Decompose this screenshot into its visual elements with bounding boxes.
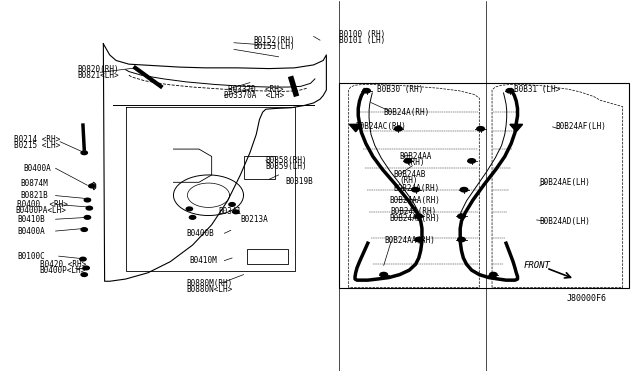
Bar <box>339 83 629 288</box>
Text: B0400B: B0400B <box>186 229 214 238</box>
Text: B0B24AE(LH): B0B24AE(LH) <box>540 178 591 187</box>
Text: B0400PA<LH>: B0400PA<LH> <box>15 206 67 215</box>
Polygon shape <box>415 214 422 218</box>
Text: B03370A  <LH>: B03370A <LH> <box>225 91 285 100</box>
Text: B0B24AA(RH): B0B24AA(RH) <box>390 196 440 205</box>
Polygon shape <box>490 272 497 277</box>
Polygon shape <box>380 272 388 277</box>
Text: B0319B: B0319B <box>285 177 313 186</box>
Polygon shape <box>506 89 514 93</box>
Text: B0410B: B0410B <box>17 215 45 224</box>
Text: B0821B: B0821B <box>20 191 48 200</box>
Text: B0100 (RH): B0100 (RH) <box>339 30 385 39</box>
Text: (RH): (RH) <box>406 158 424 167</box>
Text: B0880N<LH>: B0880N<LH> <box>186 285 232 294</box>
Polygon shape <box>415 237 422 242</box>
Polygon shape <box>86 206 93 210</box>
Polygon shape <box>89 184 95 188</box>
Polygon shape <box>412 187 419 192</box>
Polygon shape <box>81 151 88 155</box>
Text: B0B24AF(LH): B0B24AF(LH) <box>556 122 607 131</box>
Text: B0B24A(RH): B0B24A(RH) <box>384 108 430 117</box>
Polygon shape <box>458 214 465 218</box>
Text: B0337D  <RH>: B0337D <RH> <box>228 85 283 94</box>
Polygon shape <box>84 198 91 202</box>
Text: B0400P<LH>: B0400P<LH> <box>40 266 86 275</box>
Text: B0880M(RH): B0880M(RH) <box>186 279 232 288</box>
Polygon shape <box>83 266 90 270</box>
Text: B0B24AB: B0B24AB <box>394 170 426 179</box>
Text: B0410M: B0410M <box>189 256 217 265</box>
Text: B0821<LH>: B0821<LH> <box>78 71 120 80</box>
Text: B0152(RH): B0152(RH) <box>253 36 294 45</box>
Text: B0B24A(RH): B0B24A(RH) <box>391 206 437 216</box>
Text: B0B24AA: B0B24AA <box>399 152 432 161</box>
Polygon shape <box>477 126 484 131</box>
Text: B0420 <RH>: B0420 <RH> <box>40 260 86 269</box>
Text: B0100C: B0100C <box>17 252 45 262</box>
Polygon shape <box>80 257 86 261</box>
Text: B0B24AC(RH): B0B24AC(RH) <box>355 122 406 131</box>
Text: B0820(RH): B0820(RH) <box>78 65 120 74</box>
Bar <box>246 249 288 263</box>
Polygon shape <box>349 124 362 132</box>
Polygon shape <box>395 126 402 131</box>
Text: B0874M: B0874M <box>20 179 48 188</box>
Polygon shape <box>510 124 523 132</box>
Text: B0B24AA(RH): B0B24AA(RH) <box>385 236 435 245</box>
Text: B0341: B0341 <box>218 207 241 217</box>
Text: B0B24AB(RH): B0B24AB(RH) <box>390 214 440 223</box>
Bar <box>244 157 275 179</box>
Text: B0B30 (RH): B0B30 (RH) <box>378 85 424 94</box>
Polygon shape <box>186 207 193 211</box>
Text: B0215 <LH>: B0215 <LH> <box>14 141 60 150</box>
Text: FRONT: FRONT <box>524 261 551 270</box>
Text: B0400A: B0400A <box>17 227 45 235</box>
Text: B0858(RH): B0858(RH) <box>266 155 307 165</box>
Text: B0400  <RH>: B0400 <RH> <box>17 200 68 209</box>
Polygon shape <box>233 210 239 214</box>
Polygon shape <box>460 187 468 192</box>
Text: B0153(LH): B0153(LH) <box>253 42 294 51</box>
Text: (RH): (RH) <box>399 176 418 185</box>
Polygon shape <box>468 159 476 163</box>
Polygon shape <box>458 237 465 242</box>
Polygon shape <box>189 215 196 219</box>
Text: J80000F6: J80000F6 <box>567 294 607 303</box>
Text: B0101 (LH): B0101 (LH) <box>339 36 385 45</box>
Polygon shape <box>84 215 91 219</box>
Polygon shape <box>229 203 236 206</box>
Text: B0B24A(RH): B0B24A(RH) <box>394 185 440 193</box>
Polygon shape <box>81 228 88 231</box>
Polygon shape <box>81 273 88 276</box>
Text: B0214 <RH>: B0214 <RH> <box>14 135 60 144</box>
Text: B0859(LH): B0859(LH) <box>266 162 307 171</box>
Polygon shape <box>404 159 412 163</box>
Text: B0213A: B0213A <box>241 215 268 224</box>
Text: B0400A: B0400A <box>24 164 51 173</box>
Text: B0B31 (LH>: B0B31 (LH> <box>515 85 561 94</box>
Polygon shape <box>363 89 371 93</box>
Text: B0B24AD(LH): B0B24AD(LH) <box>540 217 591 225</box>
